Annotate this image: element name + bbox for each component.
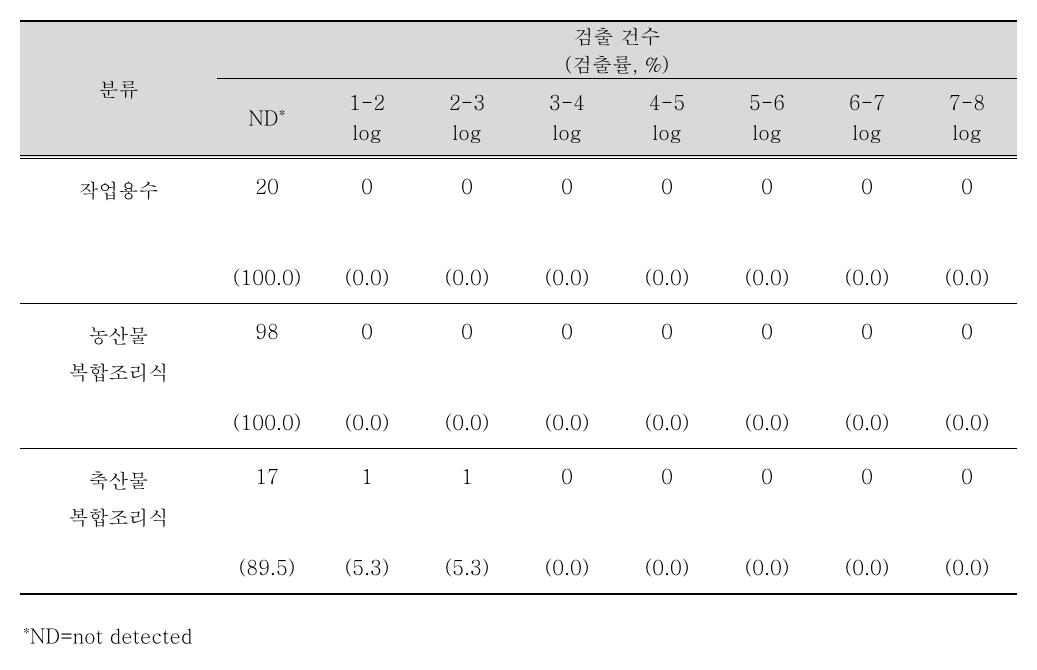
rate-cell: (0.0) — [717, 376, 817, 449]
rate-cell: (0.0) — [517, 521, 617, 594]
header-category-label: 분류 — [99, 74, 139, 103]
count-cell: 0 — [617, 304, 717, 377]
table-row: 농산물복합조리식 98 0 0 0 0 0 0 0 — [20, 304, 1017, 377]
header-col-nd-label: ND — [248, 102, 278, 131]
footnote-asterisk: * — [23, 620, 30, 640]
category-label: 농산물복합조리식 — [69, 320, 169, 386]
header-col-6: 6-7log — [817, 79, 917, 158]
count-cell: 1 — [417, 449, 517, 522]
header-col-1-label: 1-2log — [349, 87, 385, 146]
header-col-4: 4-5log — [617, 79, 717, 158]
category-cell: 농산물복합조리식 — [20, 304, 217, 449]
header-col-nd: ND* — [217, 79, 317, 158]
category-label: 축산물복합조리식 — [69, 465, 169, 531]
header-col-3-label: 3-4log — [549, 87, 585, 146]
rate-cell: (5.3) — [417, 521, 517, 594]
count-cell: 0 — [517, 157, 617, 231]
rate-cell: (0.0) — [617, 231, 717, 304]
rate-cell: (0.0) — [317, 231, 417, 304]
header-category: 분류 — [20, 21, 217, 157]
nd-asterisk: * — [279, 102, 286, 122]
rate-cell: (0.0) — [417, 231, 517, 304]
count-cell: 0 — [517, 304, 617, 377]
table-body: 작업용수 20 0 0 0 0 0 0 0 (100.0) (0.0) (0.0… — [20, 157, 1017, 594]
header-col-1: 1-2log — [317, 79, 417, 158]
count-cell: 0 — [617, 449, 717, 522]
header-group-sublabel: (검출률, %) — [565, 49, 670, 78]
header-group-label: 검출 건수 — [574, 21, 661, 50]
rate-cell: (0.0) — [617, 521, 717, 594]
count-cell: 1 — [317, 449, 417, 522]
count-cell: 0 — [617, 157, 717, 231]
header-col-7-label: 7-8log — [949, 87, 985, 146]
table-row: 축산물복합조리식 17 1 1 0 0 0 0 0 — [20, 449, 1017, 522]
count-cell: 0 — [717, 449, 817, 522]
rate-cell: (0.0) — [317, 376, 417, 449]
rate-cell: (0.0) — [817, 376, 917, 449]
rate-cell: (0.0) — [617, 376, 717, 449]
rate-cell: (0.0) — [517, 231, 617, 304]
count-cell: 17 — [217, 449, 317, 522]
header-col-3: 3-4log — [517, 79, 617, 158]
detection-table: 분류 검출 건수 (검출률, %) ND* 1-2log 2-3log 3-4l… — [20, 20, 1017, 595]
count-cell: 0 — [917, 304, 1017, 377]
header-col-5: 5-6log — [717, 79, 817, 158]
table-row: 작업용수 20 0 0 0 0 0 0 0 — [20, 157, 1017, 231]
rate-cell: (0.0) — [917, 231, 1017, 304]
rate-cell: (89.5) — [217, 521, 317, 594]
count-cell: 0 — [717, 157, 817, 231]
count-cell: 0 — [717, 304, 817, 377]
footnote-text: ND=not detected — [30, 621, 192, 650]
rate-cell: (5.3) — [317, 521, 417, 594]
category-cell: 작업용수 — [20, 157, 217, 304]
count-cell: 0 — [817, 304, 917, 377]
footnote: *ND=not detected — [20, 620, 1017, 650]
category-label: 작업용수 — [79, 175, 159, 204]
count-cell: 0 — [817, 449, 917, 522]
count-cell: 0 — [417, 157, 517, 231]
header-group: 검출 건수 (검출률, %) — [217, 21, 1017, 79]
count-cell: 0 — [817, 157, 917, 231]
count-cell: 0 — [917, 157, 1017, 231]
rate-cell: (0.0) — [917, 521, 1017, 594]
header-col-7: 7-8log — [917, 79, 1017, 158]
header-col-5-label: 5-6log — [749, 87, 785, 146]
rate-cell: (0.0) — [717, 231, 817, 304]
header-col-6-label: 6-7log — [849, 87, 885, 146]
header-col-2: 2-3log — [417, 79, 517, 158]
count-cell: 0 — [417, 304, 517, 377]
count-cell: 0 — [317, 157, 417, 231]
rate-cell: (100.0) — [217, 376, 317, 449]
header-col-2-label: 2-3log — [449, 87, 485, 146]
count-cell: 0 — [517, 449, 617, 522]
count-cell: 0 — [917, 449, 1017, 522]
count-cell: 0 — [317, 304, 417, 377]
rate-cell: (0.0) — [817, 521, 917, 594]
header-col-4-label: 4-5log — [649, 87, 685, 146]
rate-cell: (100.0) — [217, 231, 317, 304]
rate-cell: (0.0) — [917, 376, 1017, 449]
table-header: 분류 검출 건수 (검출률, %) ND* 1-2log 2-3log 3-4l… — [20, 21, 1017, 157]
rate-cell: (0.0) — [717, 521, 817, 594]
rate-cell: (0.0) — [817, 231, 917, 304]
rate-cell: (0.0) — [417, 376, 517, 449]
count-cell: 20 — [217, 157, 317, 231]
category-cell: 축산물복합조리식 — [20, 449, 217, 595]
rate-cell: (0.0) — [517, 376, 617, 449]
count-cell: 98 — [217, 304, 317, 377]
